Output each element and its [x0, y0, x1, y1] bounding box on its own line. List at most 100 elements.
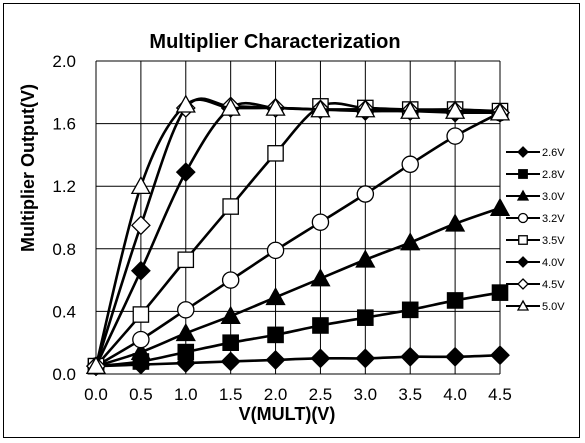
legend-item: 2.6V: [506, 146, 565, 159]
x-tick-label: 4.0: [443, 385, 467, 404]
series-line: [95, 111, 501, 368]
series-3.2V: [87, 103, 509, 375]
data-point: [265, 286, 286, 306]
y-tick-label: 0.0: [52, 365, 76, 384]
data-point: [355, 99, 376, 118]
data-point: [445, 213, 466, 232]
y-tick-label: 1.2: [52, 177, 76, 196]
data-point: [312, 317, 329, 334]
data-point: [446, 127, 464, 145]
series-line: [95, 206, 501, 368]
y-tick-label: 0.8: [52, 240, 76, 259]
series-5.0V: [85, 94, 511, 375]
data-point: [400, 346, 421, 367]
data-point: [130, 215, 151, 236]
data-point: [222, 198, 239, 215]
legend-label: 3.5V: [542, 235, 565, 247]
legend-item: 5.0V: [506, 299, 565, 313]
legend-item: 3.2V: [506, 212, 565, 225]
data-point: [516, 189, 530, 201]
x-tick-label: 2.0: [264, 385, 288, 404]
data-point: [220, 351, 241, 372]
legend-label: 2.8V: [542, 169, 565, 181]
data-point: [446, 292, 464, 309]
data-point: [356, 185, 375, 203]
legend-item: 2.8V: [506, 169, 565, 181]
data-point: [220, 305, 241, 324]
data-point: [489, 197, 511, 216]
data-point: [265, 97, 286, 116]
data-point: [177, 301, 195, 319]
data-point: [310, 99, 331, 118]
data-point: [310, 348, 331, 369]
data-point: [357, 309, 374, 326]
data-point: [175, 94, 196, 113]
series-group: [85, 94, 511, 377]
legend-item: 3.5V: [506, 235, 565, 247]
series-line: [95, 102, 501, 368]
x-tick-label: 0.0: [84, 385, 108, 404]
data-point: [517, 256, 529, 268]
data-point: [355, 249, 376, 268]
data-point: [516, 299, 530, 311]
data-point: [220, 97, 241, 116]
data-point: [310, 268, 331, 287]
legend-label: 4.5V: [542, 279, 565, 291]
data-point: [401, 155, 419, 174]
x-tick-label: 2.5: [309, 385, 333, 404]
chart-title: Multiplier Characterization: [149, 31, 400, 53]
data-point: [518, 235, 528, 245]
tick-labels: 0.0 0.5 1.0 1.5 2.0 2.5 3.0 3.5 4.0 4.5 0.0 0.4 0.8 1…: [52, 52, 511, 404]
data-point: [175, 322, 196, 342]
x-tick-label: 0.5: [129, 385, 153, 404]
data-point: [517, 146, 529, 158]
data-point: [490, 345, 510, 366]
data-point: [222, 334, 239, 351]
x-tick-label: 1.0: [174, 385, 198, 404]
data-point: [400, 100, 421, 119]
data-point: [489, 102, 511, 121]
data-point: [355, 348, 376, 369]
data-point: [267, 326, 284, 344]
data-point: [311, 213, 330, 231]
data-point: [85, 355, 107, 375]
series-line: [95, 291, 501, 368]
data-point: [401, 301, 419, 319]
data-point: [266, 241, 285, 260]
data-point: [221, 271, 240, 289]
data-point: [517, 278, 529, 290]
data-point: [130, 341, 151, 360]
data-point: [132, 330, 150, 349]
data-point: [445, 100, 466, 119]
x-tick-label: 4.5: [488, 385, 512, 404]
y-tick-label: 0.4: [52, 302, 76, 321]
legend-item: 3.0V: [506, 189, 565, 203]
data-point: [400, 232, 421, 251]
data-point: [267, 145, 284, 162]
legend-label: 4.0V: [542, 257, 565, 269]
legend-item: 4.0V: [506, 256, 565, 269]
data-point: [445, 346, 466, 367]
data-point: [518, 169, 528, 179]
y-tick-label: 1.6: [52, 115, 76, 134]
data-point: [130, 260, 151, 281]
x-tick-label: 3.5: [398, 385, 422, 404]
legend-label: 5.0V: [542, 301, 565, 313]
x-axis-label: V(MULT)(V): [239, 404, 336, 424]
legend-item: 4.5V: [506, 278, 565, 291]
data-point: [517, 212, 529, 224]
data-point: [177, 343, 195, 361]
legend-label: 3.2V: [542, 213, 565, 225]
data-point: [177, 251, 195, 269]
legend: 2.6V 2.8V 3.0V 3.2V 3.5V 4.0V 4.5V 5.0V: [506, 146, 565, 313]
y-tick-label: 2.0: [52, 52, 76, 71]
series-line: [95, 353, 501, 368]
series-2.8V: [87, 284, 509, 375]
x-tick-label: 1.5: [219, 385, 243, 404]
legend-label: 3.0V: [542, 191, 565, 203]
y-axis-label: Multiplier Output(V): [18, 84, 38, 252]
data-point: [265, 349, 286, 370]
data-point: [491, 284, 509, 301]
legend-label: 2.6V: [542, 147, 565, 159]
